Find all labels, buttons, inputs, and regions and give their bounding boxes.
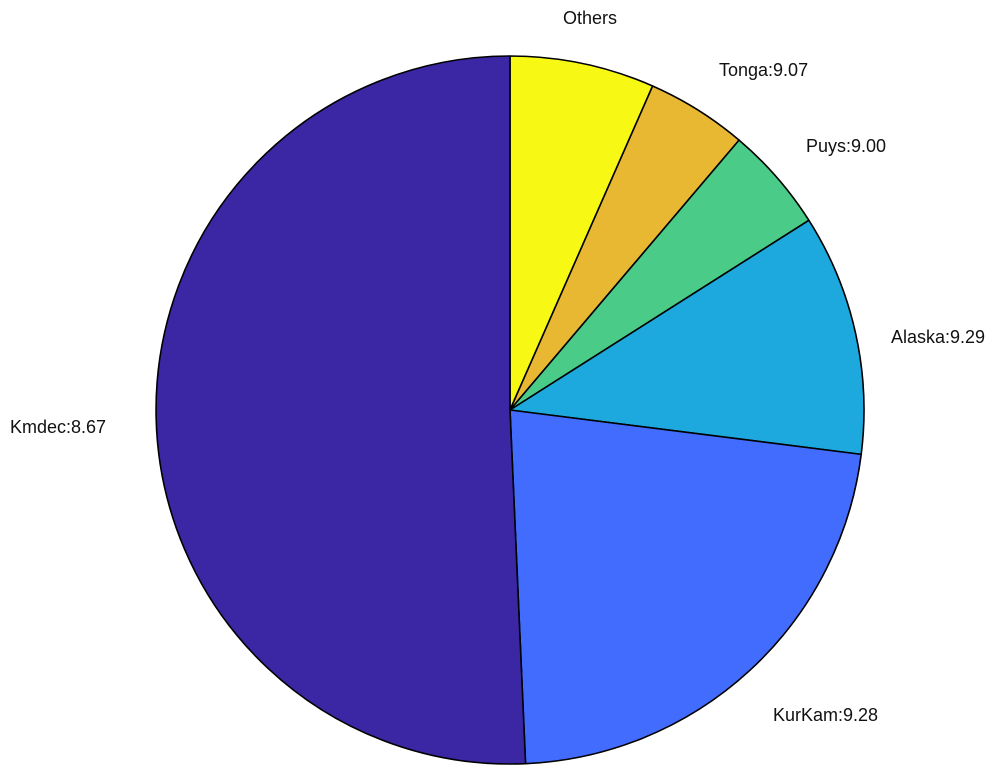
pie-slice-alaska (509, 219, 865, 456)
pie-slices (155, 55, 865, 765)
slice-label-kurkam: KurKam:9.28 (773, 705, 878, 725)
slice-label-alaska: Alaska:9.29 (891, 327, 985, 347)
pie-labels: Others Tonga:9.07 Puys:9.00 Alaska:9.29 KurK… (10, 8, 985, 725)
pie-slice-kmdec (155, 55, 527, 765)
pie-slice-others (509, 55, 654, 411)
slice-label-others: Others (563, 8, 617, 28)
slice-label-puys: Puys:9.00 (806, 136, 886, 156)
pie-slice-kurkam (509, 409, 863, 765)
slice-label-tonga: Tonga:9.07 (719, 60, 808, 80)
slice-label-kmdec: Kmdec:8.67 (10, 417, 106, 437)
